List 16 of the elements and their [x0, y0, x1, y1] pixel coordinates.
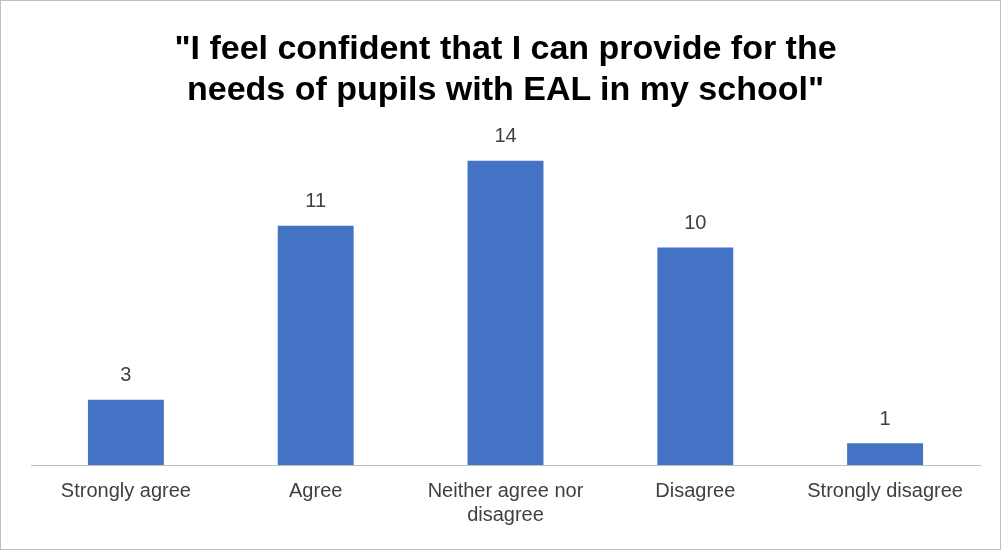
data-label: 3: [120, 363, 132, 386]
x-tick-label: Strongly disagree: [807, 478, 963, 501]
data-label: 11: [305, 189, 327, 212]
x-tick-label: Strongly agree: [60, 478, 191, 501]
bar: [657, 247, 734, 465]
x-tick-label: Agree: [289, 478, 343, 501]
x-tick-label: Disagree: [655, 478, 736, 501]
bar: [277, 225, 354, 465]
bar: [467, 160, 544, 465]
bar: [847, 443, 924, 465]
data-label: 10: [684, 211, 707, 234]
data-label: 14: [494, 124, 517, 147]
x-tick-label: Neither agree nor disagree: [427, 478, 584, 525]
chart-title: "I feel confident that I can provide for the needs of pupils with EAL in my school": [174, 27, 837, 107]
bar: [87, 399, 164, 465]
data-label: 1: [879, 406, 891, 429]
